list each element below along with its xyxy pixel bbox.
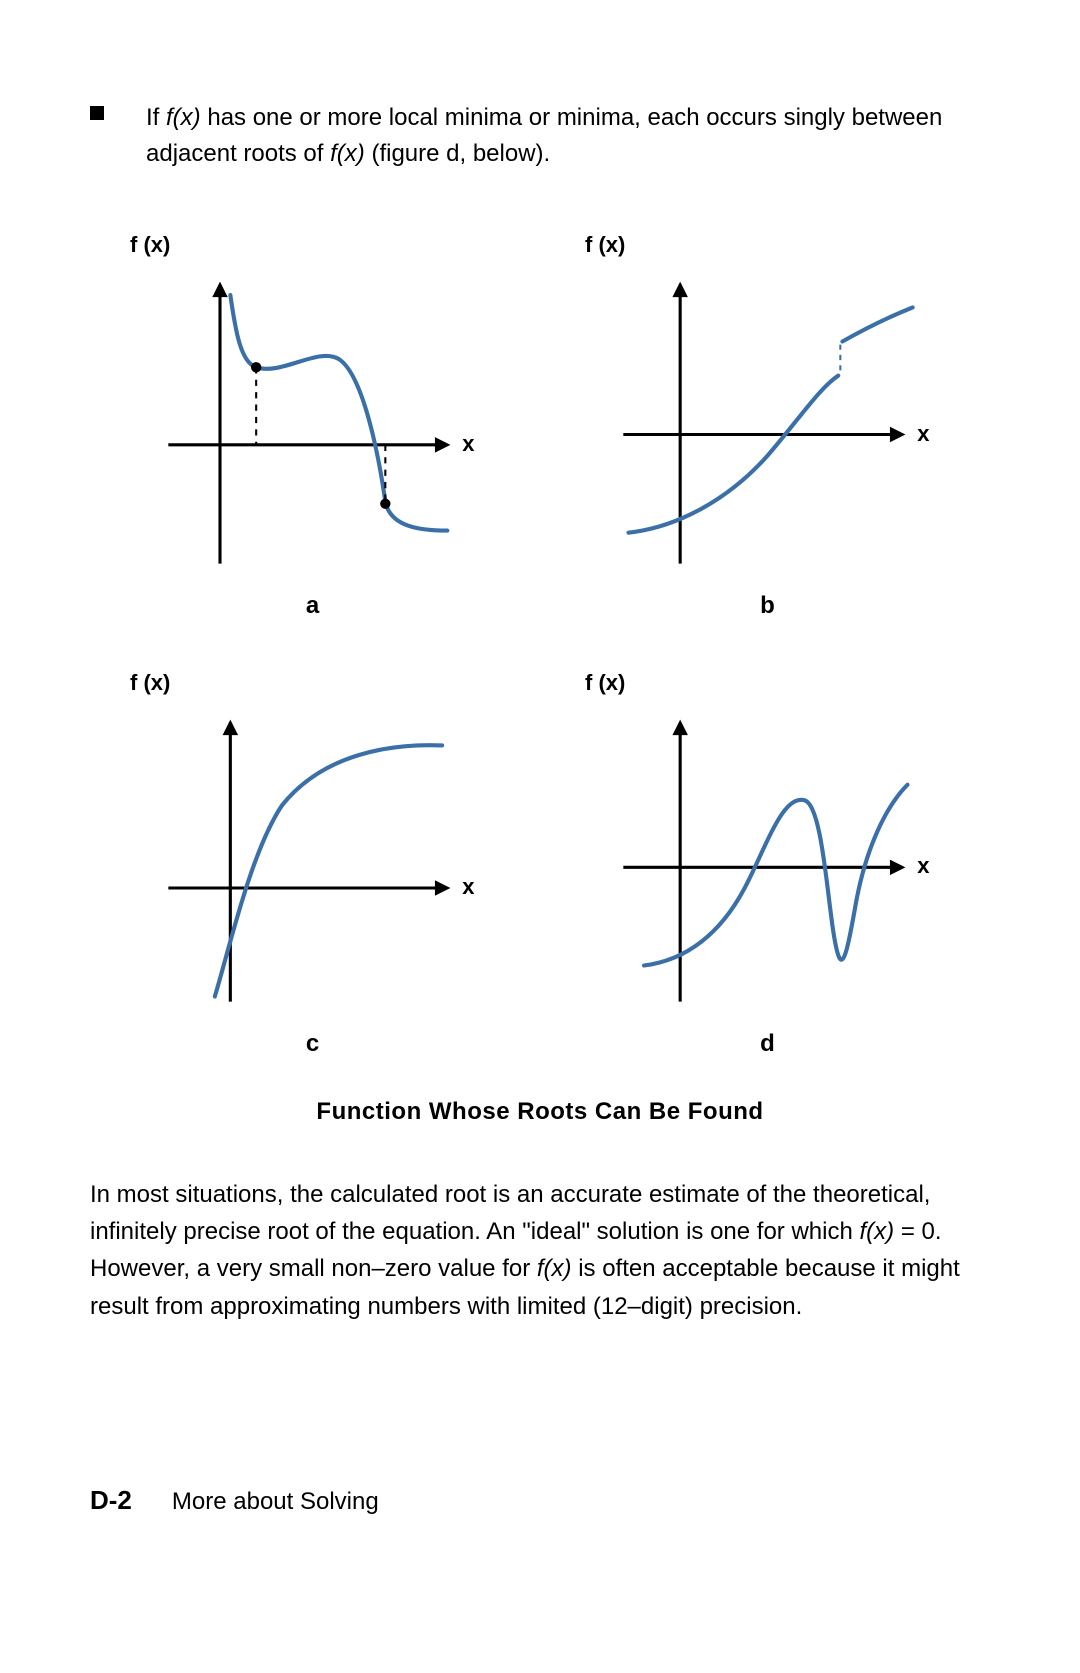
plot-d: x: [608, 702, 928, 1012]
panel-label-d: d: [760, 1030, 775, 1058]
y-axis-label: f (x): [130, 232, 170, 258]
page-number: D-2: [90, 1485, 132, 1516]
x-axis-label: x: [462, 431, 474, 457]
text-frag: (figure d, below).: [365, 140, 550, 167]
panel-label-c: c: [306, 1030, 319, 1058]
figure-panel-a: f (x) x a: [120, 232, 505, 620]
figure-panel-b: f (x) x b: [575, 232, 960, 620]
fx-italic: f(x): [166, 104, 201, 131]
y-axis-label: f (x): [585, 670, 625, 696]
x-axis-label: x: [917, 421, 929, 447]
bullet-text: If f(x) has one or more local minima or …: [146, 100, 990, 172]
figure-caption: Function Whose Roots Can Be Found: [90, 1098, 990, 1126]
fx-italic: f(x): [330, 140, 365, 167]
page-footer: D-2 More about Solving: [90, 1485, 990, 1516]
y-axis-label: f (x): [130, 670, 170, 696]
plot-c: x: [153, 702, 473, 1012]
x-axis-label: x: [462, 874, 474, 900]
fx-italic: f(x): [860, 1218, 895, 1245]
x-axis-label: x: [917, 853, 929, 879]
panel-label-a: a: [306, 592, 319, 620]
body-paragraph: In most situations, the calculated root …: [90, 1176, 990, 1325]
panel-label-b: b: [760, 592, 775, 620]
text-frag: If: [146, 104, 166, 131]
figure-panel-c: f (x) x c: [120, 670, 505, 1058]
plot-b: x: [608, 264, 928, 574]
plot-a: x: [153, 264, 473, 574]
y-axis-label: f (x): [585, 232, 625, 258]
bullet-square-icon: [90, 106, 104, 120]
footer-section-title: More about Solving: [172, 1488, 379, 1516]
figure-panel-d: f (x) x d: [575, 670, 960, 1058]
figure-grid: f (x) x a f (x) x b f (x) x c f (x) x d: [120, 232, 960, 1058]
text-frag: In most situations, the calculated root …: [90, 1181, 930, 1245]
bullet-item: If f(x) has one or more local minima or …: [90, 100, 990, 172]
fx-italic: f(x): [537, 1255, 572, 1282]
